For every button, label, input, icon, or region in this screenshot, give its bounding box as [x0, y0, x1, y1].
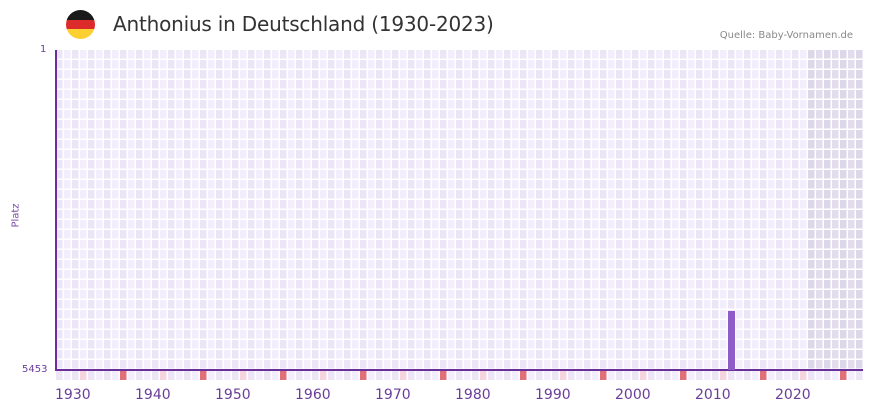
y-tick-top: 1	[40, 44, 47, 55]
grid-background	[56, 50, 863, 369]
x-tick-label: 1930	[55, 387, 91, 403]
chart-title: Anthonius in Deutschland (1930-2023)	[113, 12, 494, 36]
x-tick-label: 1940	[135, 387, 171, 403]
x-axis-line	[55, 369, 863, 371]
decade-marker-strip	[56, 371, 863, 380]
x-tick-label: 1980	[455, 387, 491, 403]
source-credit: Quelle: Baby-Vornamen.de	[719, 30, 853, 41]
flag-stripe-gold	[66, 29, 95, 39]
x-tick-label: 1990	[535, 387, 571, 403]
flag-stripe-red	[66, 19, 95, 30]
flag-stripe-black	[66, 10, 95, 20]
x-tick-label: 1960	[295, 387, 331, 403]
x-tick-label: 2010	[695, 387, 731, 403]
x-tick-label: 2000	[615, 387, 651, 403]
x-tick-label: 2020	[775, 387, 811, 403]
y-tick-bottom: 5453	[22, 364, 48, 375]
rank-bar[interactable]	[728, 311, 735, 370]
y-axis-line	[55, 50, 57, 371]
plot-area	[56, 50, 863, 370]
x-tick-label: 1950	[215, 387, 251, 403]
x-tick-label: 1970	[375, 387, 411, 403]
y-axis-label: Platz	[10, 203, 22, 228]
germany-flag-icon	[66, 10, 95, 39]
